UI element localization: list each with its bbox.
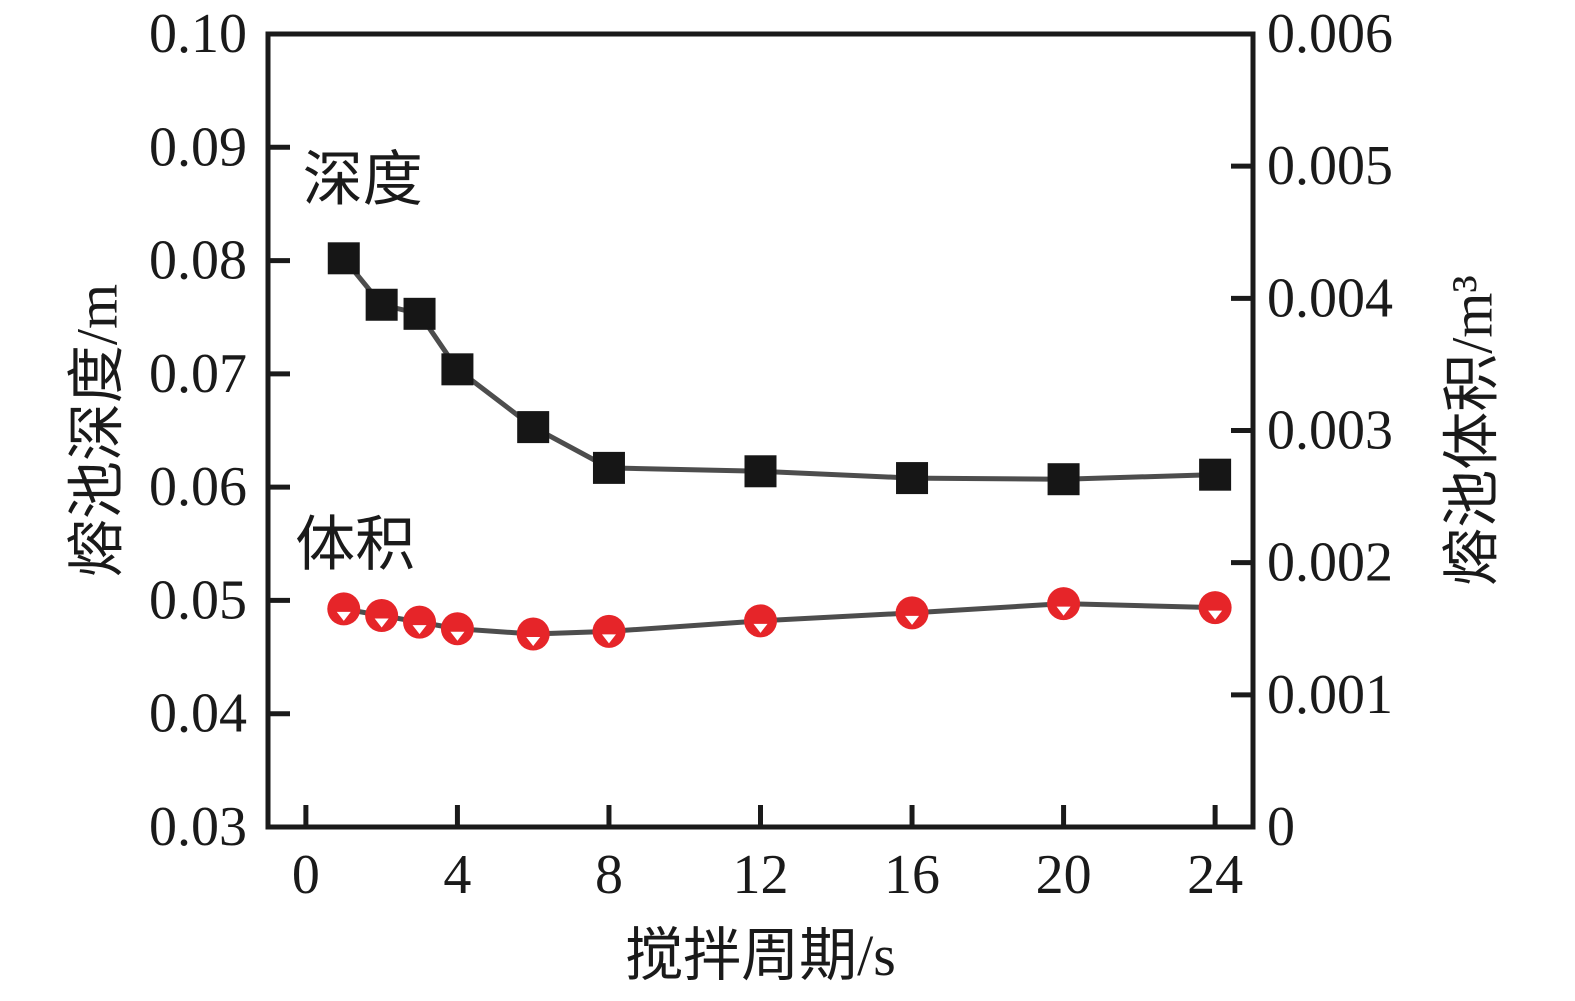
depth-marker bbox=[592, 451, 625, 484]
series-label-volume: 体积 bbox=[295, 512, 415, 578]
left-tick-label: 0.05 bbox=[149, 569, 247, 631]
left-tick-label: 0.03 bbox=[149, 796, 247, 858]
volume-marker-notch bbox=[753, 623, 768, 633]
axis-ticks bbox=[270, 31, 1251, 830]
depth-marker bbox=[365, 288, 398, 321]
x-tick-label: 12 bbox=[733, 844, 789, 906]
x-tick-label: 16 bbox=[884, 844, 940, 906]
volume-marker-notch bbox=[412, 625, 427, 635]
x-tick-label: 24 bbox=[1187, 844, 1243, 906]
volume-marker-notch bbox=[601, 634, 616, 644]
depth-marker bbox=[441, 353, 474, 386]
left-tick-label: 0.04 bbox=[149, 683, 247, 745]
left-tick-label: 0.07 bbox=[149, 343, 247, 405]
volume-marker bbox=[895, 596, 929, 630]
volume-marker bbox=[1198, 591, 1232, 625]
volume-marker bbox=[744, 604, 777, 638]
volume-marker-notch bbox=[526, 637, 541, 647]
volume-marker bbox=[516, 617, 550, 651]
volume-marker-notch bbox=[450, 631, 465, 641]
depth-marker bbox=[403, 297, 436, 330]
plot-frame bbox=[265, 31, 1256, 830]
x-tick-label: 8 bbox=[595, 844, 623, 906]
x-axis-title: 搅拌周期/s bbox=[625, 923, 896, 988]
volume-marker-notch bbox=[1208, 610, 1223, 620]
x-tick-label: 4 bbox=[443, 844, 471, 906]
right-tick-label: 0.005 bbox=[1267, 135, 1393, 197]
volume-marker bbox=[403, 605, 437, 639]
right-axis-title: 熔池体积/m³ bbox=[1440, 275, 1505, 586]
depth-marker bbox=[896, 462, 929, 495]
depth-marker bbox=[1047, 463, 1080, 496]
left-tick-label: 0.10 bbox=[149, 3, 247, 65]
depth-marker bbox=[327, 242, 360, 275]
right-tick-label: 0.001 bbox=[1267, 664, 1393, 726]
depth-marker bbox=[744, 455, 777, 488]
volume-marker bbox=[440, 612, 474, 646]
x-tick-label: 20 bbox=[1036, 844, 1092, 906]
depth-series-line bbox=[341, 255, 1218, 482]
volume-series-line bbox=[341, 601, 1218, 637]
volume-marker-notch bbox=[1056, 606, 1071, 616]
right-tick-label: 0.002 bbox=[1267, 532, 1393, 594]
volume-marker-notch bbox=[905, 615, 920, 625]
depth-marker bbox=[1199, 458, 1232, 491]
volume-marker bbox=[592, 614, 626, 648]
right-tick-label: 0.004 bbox=[1267, 267, 1393, 329]
left-tick-label: 0.09 bbox=[149, 116, 247, 178]
x-tick-label: 0 bbox=[292, 844, 320, 906]
volume-marker bbox=[1047, 587, 1081, 621]
right-tick-label: 0 bbox=[1267, 796, 1295, 858]
depth-marker bbox=[517, 411, 550, 444]
axis-tick-labels: 0 4 8 12 16 20 24 0.03 0.04 0.05 0.06 0.07 0.08 0.09 0… bbox=[149, 3, 1393, 906]
volume-marker bbox=[327, 592, 361, 626]
right-tick-label: 0.003 bbox=[1267, 400, 1393, 462]
data-series bbox=[327, 242, 1232, 651]
volume-marker bbox=[365, 599, 399, 633]
volume-marker-notch bbox=[374, 618, 389, 628]
left-tick-label: 0.08 bbox=[149, 230, 247, 292]
left-tick-label: 0.06 bbox=[149, 456, 247, 518]
left-axis-title: 熔池深度/m bbox=[65, 284, 130, 577]
volume-marker-notch bbox=[336, 611, 351, 621]
right-tick-label: 0.006 bbox=[1267, 3, 1393, 65]
plot-border bbox=[265, 31, 1256, 830]
series-label-depth: 深度 bbox=[303, 147, 423, 213]
